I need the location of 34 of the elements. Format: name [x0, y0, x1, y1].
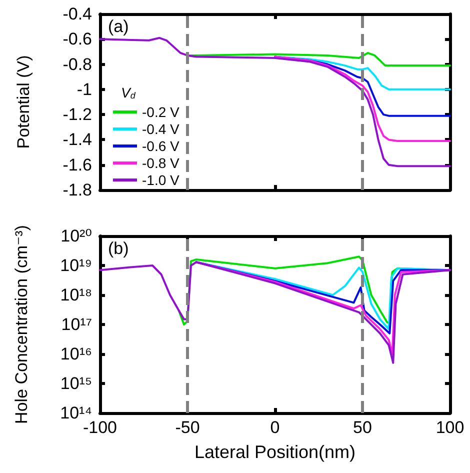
x-tick-label: 50: [353, 418, 372, 437]
line-series: [99, 261, 451, 364]
x-tick-label: -50: [175, 418, 200, 437]
line-series: [99, 36, 451, 168]
y-axis-title: Hole Concentration (cm⁻³): [12, 225, 31, 424]
legend-label: -0.6 V: [142, 138, 180, 154]
x-tick-label: 0: [270, 418, 280, 437]
legend-label: -0.4 V: [142, 121, 180, 137]
legend-label: -0.2 V: [142, 104, 180, 120]
y-tick-label: -0.6: [62, 30, 92, 49]
y-tick-label: 10¹⁷: [61, 315, 92, 334]
y-tick-label: 10¹⁵: [60, 374, 92, 393]
x-tick-label: 100: [436, 418, 464, 437]
line-series: [195, 261, 451, 355]
y-tick-label: -1.6: [62, 155, 92, 174]
annotation: (a): [108, 17, 129, 36]
y-tick-label: -0.4: [62, 4, 92, 24]
legend-title: Vd: [121, 84, 136, 100]
y-tick-label: 10²⁰: [60, 226, 92, 246]
line-series: [186, 52, 451, 67]
y-tick-label: 10¹⁹: [60, 256, 92, 275]
y-axis-title: Potential (V): [14, 55, 33, 149]
y-tick-label: -1.2: [62, 105, 92, 124]
y-tick-label: 10¹⁶: [60, 344, 92, 364]
x-axis-title: Lateral Position(nm): [194, 442, 356, 462]
y-tick-label: 10¹⁸: [60, 286, 92, 304]
y-tick-label: -0.8: [62, 54, 92, 74]
legend-label: -0.8 V: [142, 155, 180, 171]
y-tick-label: -1.4: [62, 130, 92, 150]
y-tick-label: -1: [76, 80, 92, 99]
y-tick-label: -1.8: [62, 180, 92, 200]
legend-label: -1.0 V: [142, 172, 180, 188]
annotation: (b): [108, 239, 129, 258]
line-series: [274, 56, 451, 142]
